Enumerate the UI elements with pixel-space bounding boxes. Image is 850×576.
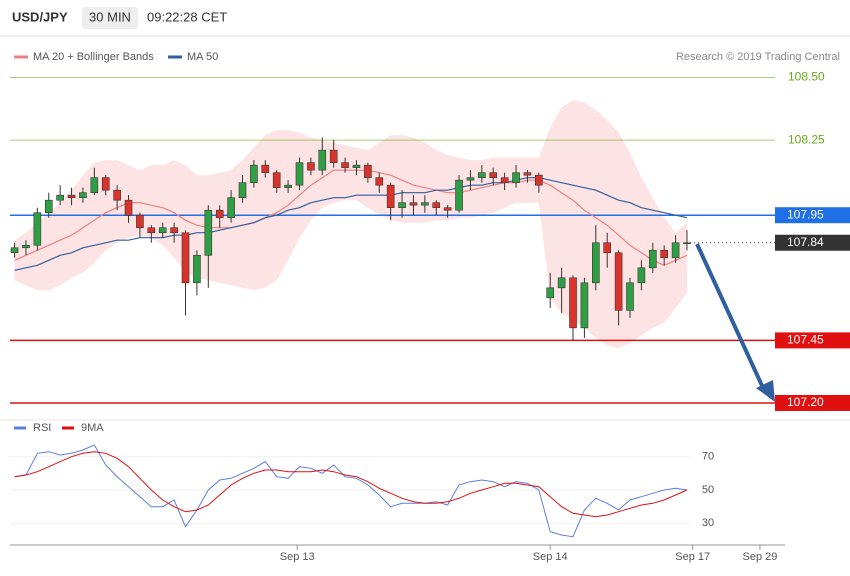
candle-body — [500, 177, 509, 183]
candle-body — [284, 184, 292, 188]
candle-body — [238, 182, 247, 198]
rsi-line — [14, 451, 688, 518]
interval-badge — [82, 7, 138, 29]
source: Research © 2019 Trading Central — [676, 51, 840, 63]
candle-body — [204, 209, 213, 256]
candle-body — [512, 172, 520, 183]
level-label-box — [775, 332, 850, 349]
candle-body — [22, 244, 30, 249]
level-label: 108.25 — [788, 132, 825, 146]
level-label: 107.45 — [787, 333, 824, 347]
x-tick-label: Sep 29 — [742, 551, 777, 563]
rsi-line — [14, 444, 688, 538]
candle-body — [614, 252, 623, 311]
candle-body — [443, 207, 452, 211]
candle-body — [455, 179, 463, 211]
candle-body — [44, 199, 53, 214]
candle-body — [569, 277, 577, 329]
candle-body — [489, 172, 498, 178]
candle-body — [90, 177, 99, 193]
candle-body — [272, 172, 281, 188]
candle-body — [147, 227, 156, 234]
time: 09:22:28 CET — [147, 9, 227, 24]
candle-body — [329, 149, 338, 163]
y-tick-label: 50 — [702, 484, 714, 496]
candle-body — [250, 164, 258, 183]
interval: 30 MIN — [89, 9, 131, 24]
ma-line — [14, 177, 688, 271]
candle-body — [409, 202, 418, 206]
candle-body — [637, 267, 646, 284]
candle-body — [421, 202, 429, 206]
forecast-arrowhead — [756, 380, 775, 402]
candle-body — [79, 192, 87, 198]
candle-body — [466, 177, 475, 181]
forecast-arrow — [695, 243, 766, 391]
candle-body — [352, 164, 361, 168]
candle-body — [101, 177, 110, 191]
x-tick-label: Sep 13 — [280, 551, 315, 563]
level-label: 107.84 — [787, 235, 824, 249]
level-label-box — [775, 234, 850, 251]
candle-body — [671, 242, 680, 259]
candle-body — [261, 164, 270, 173]
level-label: 107.95 — [787, 207, 824, 221]
legend-label: MA 50 — [187, 51, 218, 63]
candle-body — [341, 162, 349, 168]
candle-body — [432, 202, 441, 209]
candle-body — [580, 282, 589, 329]
candle-body — [193, 254, 201, 284]
level-label: 108.50 — [788, 70, 825, 84]
candle-body — [56, 194, 64, 201]
candle-body — [546, 287, 555, 299]
candle-body — [33, 212, 42, 246]
level-label-box — [775, 207, 850, 224]
candle-body — [603, 242, 612, 254]
candle-body — [295, 162, 304, 186]
candle-body — [398, 202, 406, 209]
candle-body — [113, 189, 121, 201]
x-tick-label: Sep 17 — [675, 551, 710, 563]
candle-body — [535, 174, 543, 186]
candle-body — [478, 172, 486, 178]
candle-body — [307, 162, 315, 171]
candle-body — [523, 172, 532, 176]
symbol: USD/JPY — [12, 9, 68, 24]
candle-body — [683, 242, 691, 245]
candle-body — [158, 227, 167, 234]
candle-body — [170, 227, 178, 234]
header-bar — [0, 0, 850, 36]
candle-body — [626, 282, 634, 311]
x-tick-label: Sep 14 — [533, 551, 568, 563]
candle-body — [136, 214, 144, 229]
legend-label: MA 20 + Bollinger Bands — [33, 51, 154, 63]
legend-label: 9MA — [81, 422, 104, 434]
candle-body — [181, 232, 190, 284]
candle-body — [10, 247, 19, 254]
level-label: 107.20 — [787, 395, 824, 409]
y-tick-label: 70 — [702, 451, 714, 463]
candle-body — [660, 249, 668, 259]
bollinger-band — [14, 100, 688, 348]
candle-body — [364, 164, 372, 178]
candle-body — [318, 149, 327, 171]
candle-body — [227, 197, 235, 219]
candle-body — [557, 277, 566, 289]
candle-body — [124, 199, 133, 216]
plot: 108.50 108.25 107.95 107.84 107.45 107.20 MA 2… — [10, 51, 850, 563]
candle-body — [592, 242, 600, 284]
candle-body — [648, 249, 657, 269]
candle-body — [386, 184, 395, 209]
candle-body — [215, 209, 224, 219]
level-label-box — [775, 394, 850, 411]
candle-body — [67, 194, 76, 198]
candle-body — [375, 177, 384, 186]
legend-label: RSI — [33, 422, 51, 434]
y-tick-label: 30 — [702, 517, 714, 529]
